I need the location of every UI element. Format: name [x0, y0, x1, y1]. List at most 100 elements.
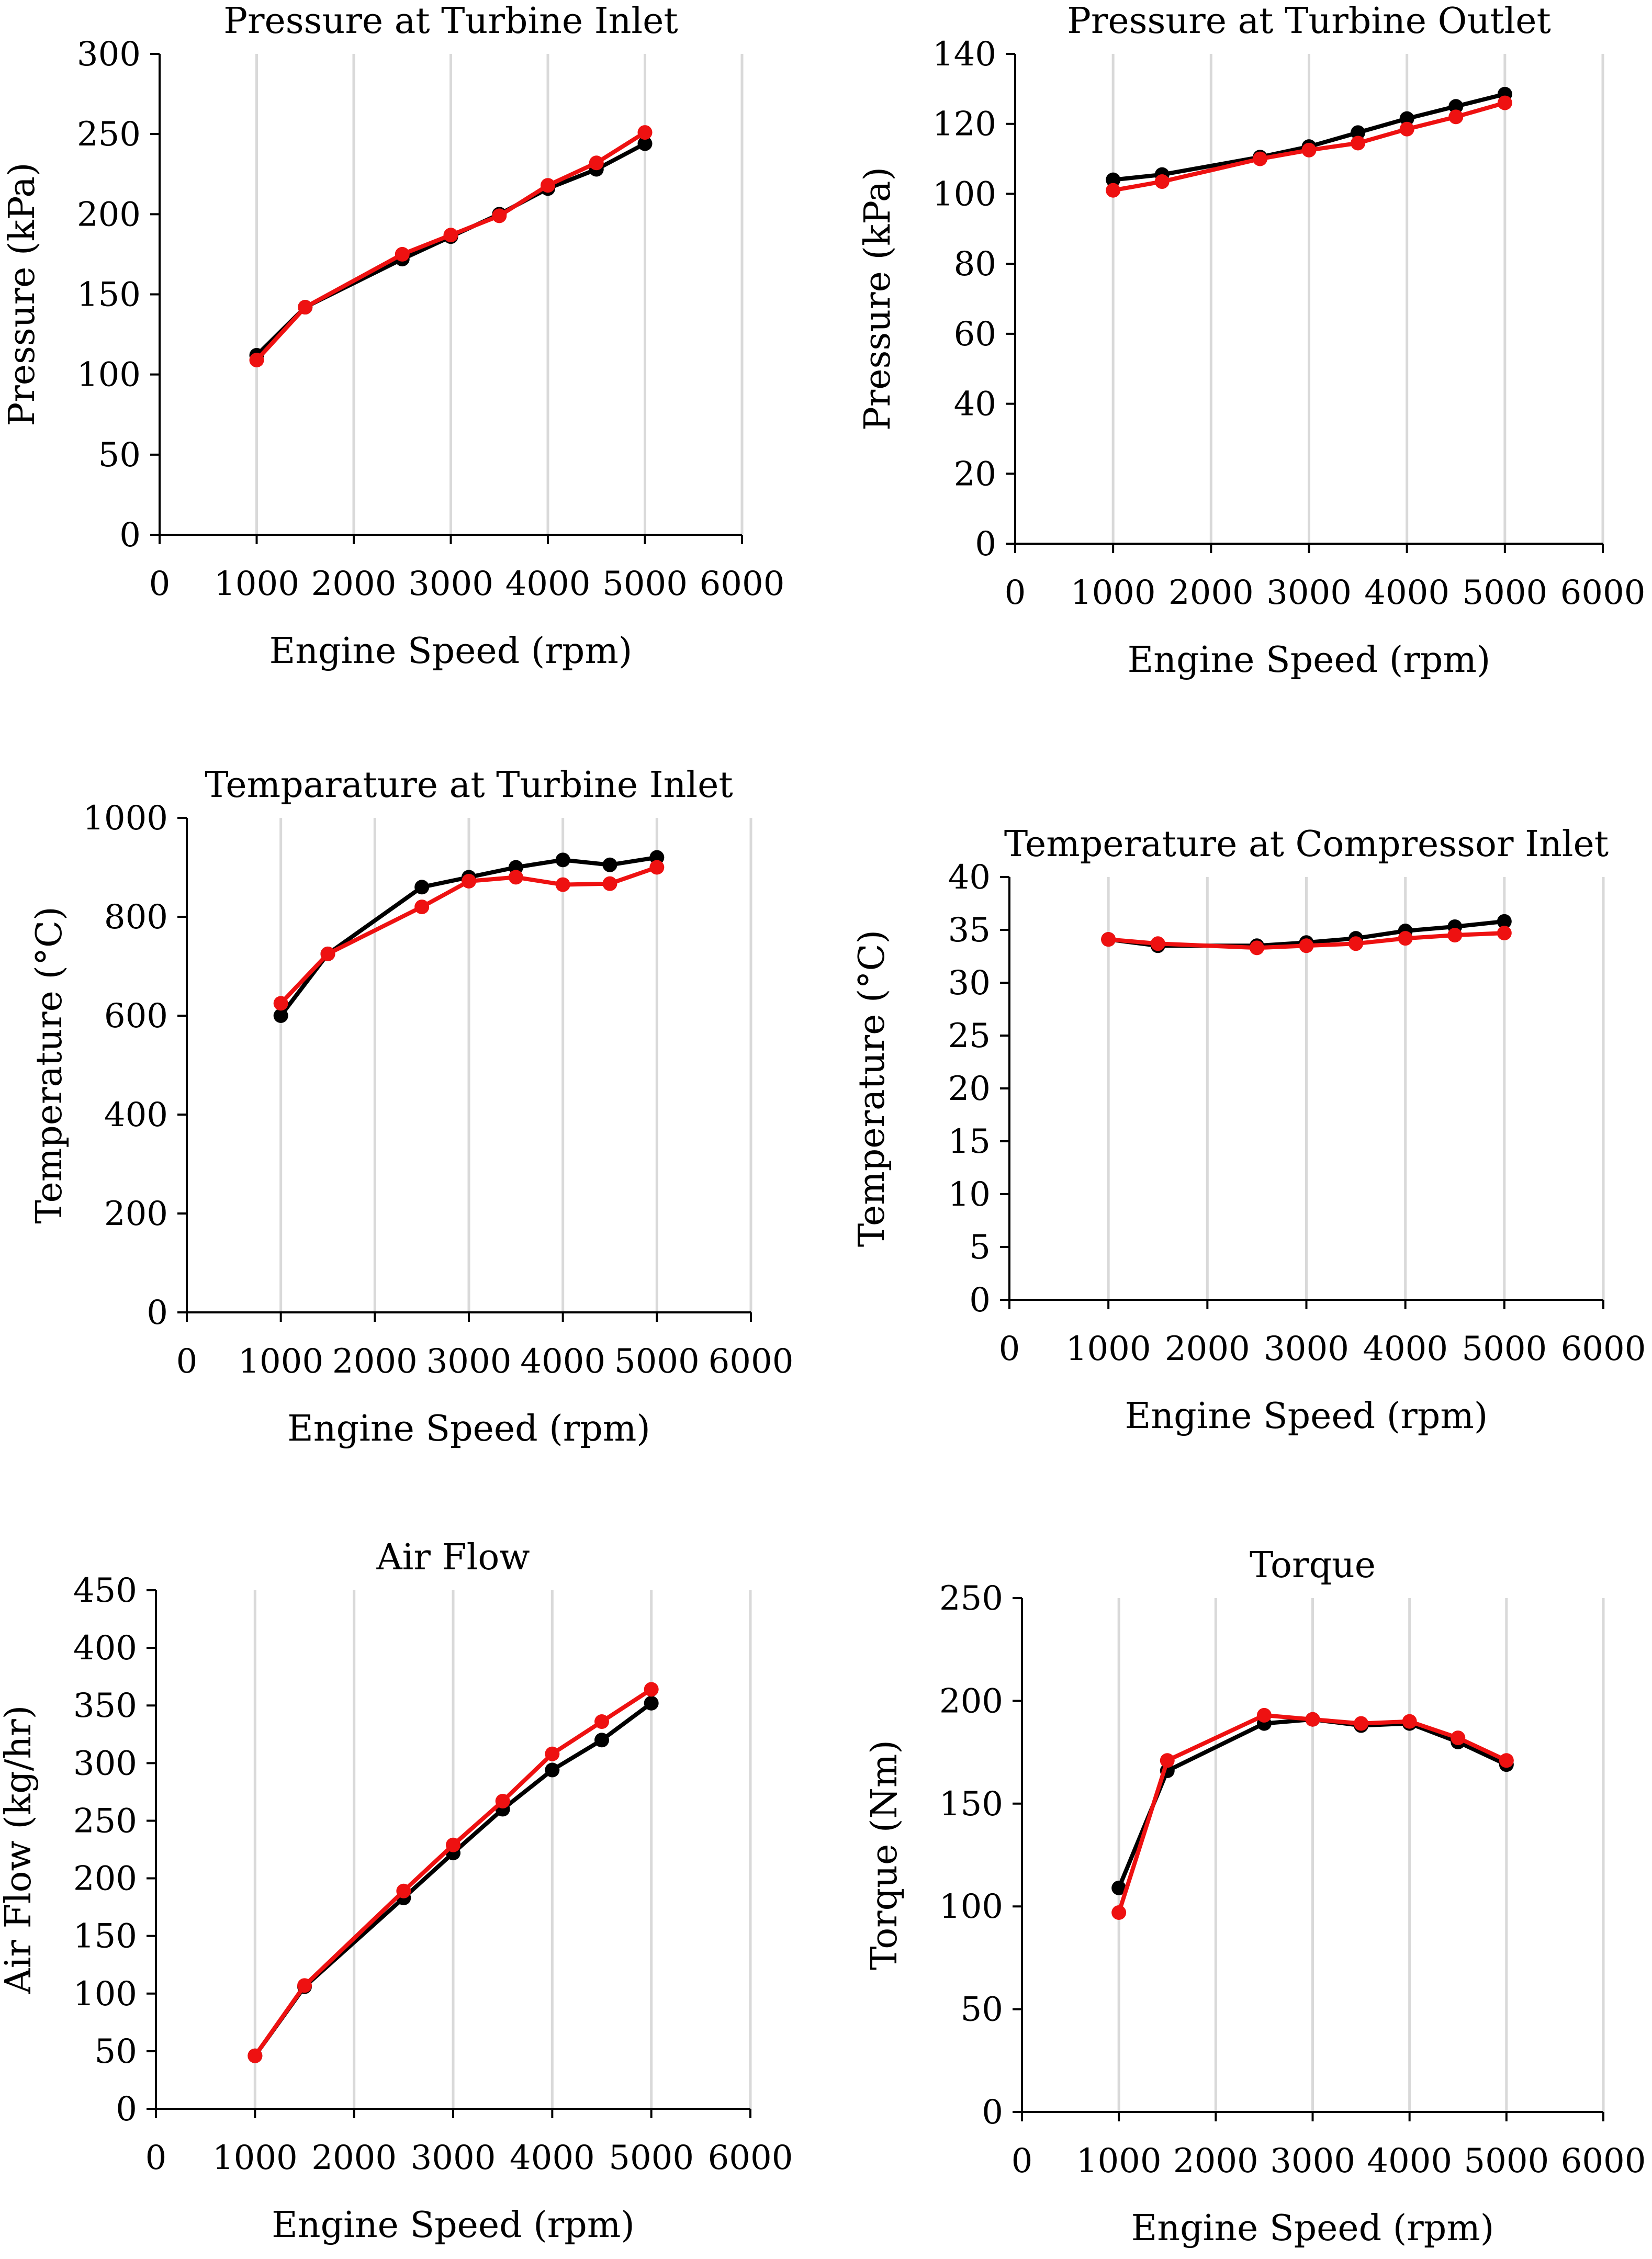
series-red-point — [1301, 142, 1317, 158]
y-tick-label: 0 — [975, 525, 996, 564]
x-tick-label: 4000 — [520, 1342, 605, 1381]
y-tick-label: 40 — [954, 385, 996, 424]
y-tick-label: 100 — [932, 175, 996, 213]
y-tick-label: 40 — [948, 858, 991, 897]
y-tick-label: 10 — [948, 1175, 991, 1214]
x-tick-label: 0 — [145, 2139, 167, 2177]
x-tick-label: 4000 — [510, 2139, 595, 2177]
y-tick-label: 0 — [116, 2090, 137, 2129]
y-tick-label: 60 — [954, 315, 996, 354]
y-tick-label: 250 — [939, 1579, 1003, 1618]
y-tick-label: 200 — [939, 1682, 1003, 1721]
x-tick-label: 0 — [1012, 2142, 1033, 2181]
chart-title: Pressure at Turbine Inlet — [223, 1, 678, 42]
x-tick-label: 3000 — [426, 1342, 512, 1381]
series-black-point — [1448, 99, 1464, 114]
y-tick-label: 150 — [939, 1785, 1003, 1824]
chart-title: Temparature at Turbine Inlet — [205, 765, 733, 806]
x-axis-title: Engine Speed (rpm) — [1125, 1396, 1488, 1437]
y-tick-label: 800 — [104, 898, 168, 937]
series-red-point — [1252, 151, 1267, 166]
y-tick-label: 25 — [948, 1017, 991, 1055]
x-tick-label: 2000 — [1165, 1330, 1250, 1368]
y-tick-label: 20 — [948, 1070, 991, 1108]
series-red-point — [594, 1714, 609, 1729]
y-tick-label: 250 — [77, 115, 141, 154]
series-red-point — [395, 246, 410, 262]
series-red-point — [320, 946, 335, 961]
series-red-point — [1448, 109, 1464, 125]
chart-title: Air Flow — [376, 1537, 530, 1578]
y-tick-label: 50 — [98, 436, 141, 475]
series-black-point — [637, 136, 653, 151]
x-tick-label: 6000 — [1561, 1330, 1646, 1368]
series-red-point — [443, 228, 458, 243]
y-tick-label: 350 — [73, 1687, 137, 1725]
chart-title: Pressure at Turbine Outlet — [1067, 1, 1551, 42]
x-axis-title: Engine Speed (rpm) — [269, 631, 633, 672]
series-red-point — [541, 178, 555, 193]
series-red-point — [1305, 1712, 1320, 1727]
series-red-point — [297, 1978, 312, 1993]
y-tick-label: 200 — [73, 1860, 137, 1898]
y-tick-label: 0 — [119, 516, 141, 555]
y-tick-label: 100 — [73, 1975, 137, 2014]
x-axis-title: Engine Speed (rpm) — [1128, 639, 1491, 681]
y-tick-label: 150 — [73, 1917, 137, 1956]
y-tick-label: 450 — [73, 1571, 137, 1610]
y-tick-label: 20 — [954, 455, 996, 493]
series-black-line — [1112, 92, 1505, 182]
y-tick-label: 300 — [73, 1744, 137, 1783]
chart-panel-5: 0 50 100 150 200 250 300 350 400 450 0 1000 2000 3000… — [0, 1537, 793, 2246]
x-tick-label: 1000 — [238, 1342, 323, 1381]
series-red-point — [1499, 1753, 1514, 1768]
chart-panel-2: 0 20 40 60 80 100 120 140 0 1000 2000 3000 4000 5000 6… — [857, 1, 1645, 681]
series-red-point — [446, 1837, 460, 1852]
x-tick-label: 5000 — [602, 565, 688, 603]
y-axis-title: Pressure (kPa) — [857, 167, 898, 431]
y-tick-label: 150 — [77, 276, 141, 314]
y-tick-label: 15 — [948, 1122, 991, 1161]
series-red-line — [1108, 931, 1504, 950]
series-red-point — [1447, 928, 1463, 943]
y-tick-label: 400 — [104, 1096, 168, 1134]
y-tick-label: 140 — [932, 35, 996, 74]
y-tick-label: 100 — [939, 1887, 1003, 1926]
x-tick-label: 2000 — [311, 2139, 397, 2177]
x-axis-title: Engine Speed (rpm) — [272, 2205, 635, 2246]
series-black-point — [1106, 172, 1121, 187]
series-black-point — [273, 1008, 288, 1023]
y-tick-label: 30 — [948, 964, 991, 1003]
x-tick-label: 6000 — [1560, 574, 1646, 612]
y-tick-label: 50 — [961, 1991, 1003, 2029]
y-tick-label: 5 — [969, 1228, 991, 1267]
series-red-point — [637, 125, 653, 140]
series-red-point — [644, 1682, 659, 1697]
x-tick-label: 2000 — [311, 565, 397, 603]
series-red-point — [1351, 136, 1366, 151]
y-tick-label: 0 — [147, 1294, 168, 1332]
x-tick-label: 5000 — [1462, 574, 1547, 612]
x-tick-label: 3000 — [1266, 574, 1352, 612]
series-red-point — [1497, 95, 1512, 110]
x-tick-label: 1000 — [1076, 2142, 1162, 2181]
x-tick-label: 0 — [999, 1330, 1020, 1368]
series-red-point — [555, 877, 570, 892]
series-red-point — [1249, 940, 1264, 956]
series-red-point — [1399, 121, 1414, 137]
x-tick-label: 6000 — [1561, 2142, 1646, 2181]
y-tick-label: 200 — [104, 1195, 168, 1233]
series-red-point — [298, 300, 313, 315]
y-axis-title: Torque (Nm) — [864, 1740, 905, 1970]
x-tick-label: 4000 — [1367, 2142, 1452, 2181]
series-red-point — [1154, 174, 1170, 189]
series-black-point — [1497, 914, 1512, 929]
x-tick-label: 0 — [176, 1342, 198, 1381]
series-black-point — [545, 1762, 560, 1778]
x-tick-label: 4000 — [1364, 574, 1449, 612]
x-tick-label: 3000 — [1270, 2142, 1355, 2181]
series-black-point — [1351, 125, 1366, 140]
y-tick-label: 300 — [77, 35, 141, 74]
